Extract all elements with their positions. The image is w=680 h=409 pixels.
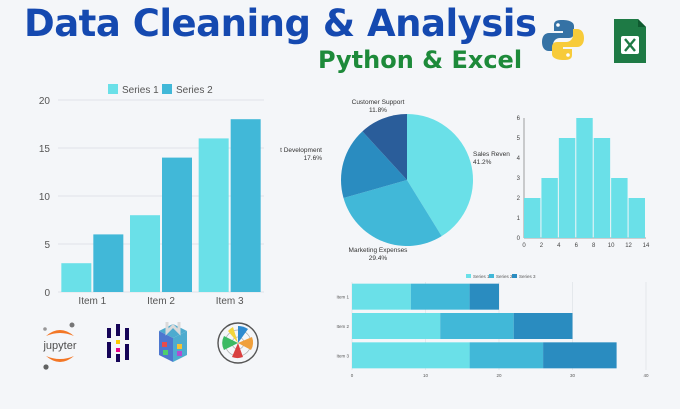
legend-swatch	[108, 84, 118, 94]
x-tick-label: 14	[643, 243, 650, 249]
page-subtitle: Python & Excel	[318, 46, 523, 74]
x-tick-label: 0	[351, 373, 354, 378]
legend-label: Series 1	[122, 85, 159, 96]
stacked-bar-segment	[543, 342, 617, 369]
y-tick-label: 10	[39, 192, 51, 203]
pie-slice	[407, 114, 473, 237]
slice-pct: 17.6%	[304, 155, 323, 162]
legend-label: Series 3	[519, 274, 536, 279]
slice-label: Product Development	[280, 147, 322, 154]
x-tick-label: Item 1	[78, 296, 106, 307]
x-tick-label: 10	[608, 243, 615, 249]
y-tick-label: 4	[517, 156, 521, 162]
histogram-bar	[558, 138, 576, 238]
bar	[198, 138, 229, 292]
grouped-bar-chart: 0 5 10 15 20 Item 1 Item 2 Item 3 Series 1 Series…	[39, 84, 264, 307]
x-tick-label: 0	[522, 243, 526, 249]
legend-label: Series 2	[496, 274, 513, 279]
legend-label: Series 1	[473, 274, 490, 279]
x-tick-label: 6	[575, 243, 579, 249]
histogram-bar	[611, 178, 628, 238]
x-tick-label: 4	[557, 243, 561, 249]
stacked-bar-segment	[469, 283, 499, 310]
jupyter-wordmark: jupyter	[42, 340, 76, 352]
stacked-bar-segment	[410, 283, 470, 310]
pie-chart: Sales Revenue41.2% Marketing Expenses29.4…	[280, 99, 510, 262]
x-tick-label: 30	[570, 373, 576, 378]
histogram-bar	[576, 118, 593, 238]
y-tick-label: 2	[517, 196, 521, 202]
excel-logo-icon	[614, 19, 646, 63]
numpy-logo-icon	[159, 322, 187, 362]
y-tick-label: 1	[517, 216, 521, 222]
legend-swatch	[489, 274, 494, 278]
pandas-logo-icon	[107, 324, 129, 362]
y-tick-label: 0	[517, 236, 521, 242]
python-logo-icon	[542, 20, 584, 60]
histogram-bar	[593, 138, 611, 238]
stacked-bar-segment	[352, 283, 411, 310]
slice-label: Customer Support	[352, 99, 405, 106]
y-tick-label: Item 2	[336, 324, 349, 329]
bar	[230, 119, 261, 292]
histogram-bar	[628, 198, 645, 238]
x-tick-label: 12	[625, 243, 632, 249]
x-tick-label: Item 2	[147, 296, 175, 307]
y-tick-label: 6	[517, 116, 521, 122]
slice-label: Marketing Expenses	[349, 247, 409, 254]
pie-slice	[341, 131, 407, 199]
legend-label: Series 2	[176, 85, 213, 96]
stacked-bar-segment	[352, 313, 441, 339]
stacked-bar-segment	[440, 313, 514, 339]
histogram-bar	[524, 198, 541, 238]
slice-pct: 29.4%	[369, 255, 388, 262]
y-tick-label: Item 1	[336, 295, 349, 300]
y-tick-label: 3	[517, 176, 521, 182]
x-tick-label: Item 3	[216, 296, 244, 307]
x-tick-label: 2	[540, 243, 544, 249]
x-tick-label: 20	[496, 373, 502, 378]
stacked-bar-segment	[513, 313, 573, 339]
legend-swatch	[512, 274, 517, 278]
histogram-bar	[541, 178, 558, 238]
pie-slice	[362, 114, 407, 180]
x-tick-label: 10	[423, 373, 429, 378]
page-title: Data Cleaning & Analysis	[24, 2, 537, 45]
stacked-bar-chart: 0 10 20 30 40 Item 1 Item 2 Item 3 Series 1 Serie…	[336, 274, 649, 378]
slice-pct: 41.2%	[473, 159, 492, 166]
y-tick-label: 20	[39, 96, 51, 107]
y-tick-label: 5	[44, 240, 50, 251]
slice-pct: 11.8%	[369, 107, 387, 114]
slice-label: Sales Revenue	[473, 151, 510, 158]
legend-swatch	[162, 84, 172, 94]
y-tick-label: 0	[44, 288, 50, 299]
y-tick-label: Item 3	[336, 353, 349, 358]
jupyter-logo-icon: jupyter	[42, 322, 77, 370]
legend-swatch	[466, 274, 471, 278]
x-tick-label: 8	[592, 243, 596, 249]
pie-slice	[343, 180, 442, 246]
stacked-bar-segment	[352, 342, 470, 369]
bar	[61, 263, 92, 292]
bar	[162, 157, 192, 292]
y-tick-label: 15	[39, 144, 51, 155]
y-tick-label: 5	[517, 136, 521, 142]
stacked-bar-segment	[469, 342, 544, 369]
bar	[93, 234, 124, 292]
matplotlib-logo-icon	[217, 322, 259, 364]
x-tick-label: 40	[643, 373, 649, 378]
bar	[130, 215, 160, 292]
